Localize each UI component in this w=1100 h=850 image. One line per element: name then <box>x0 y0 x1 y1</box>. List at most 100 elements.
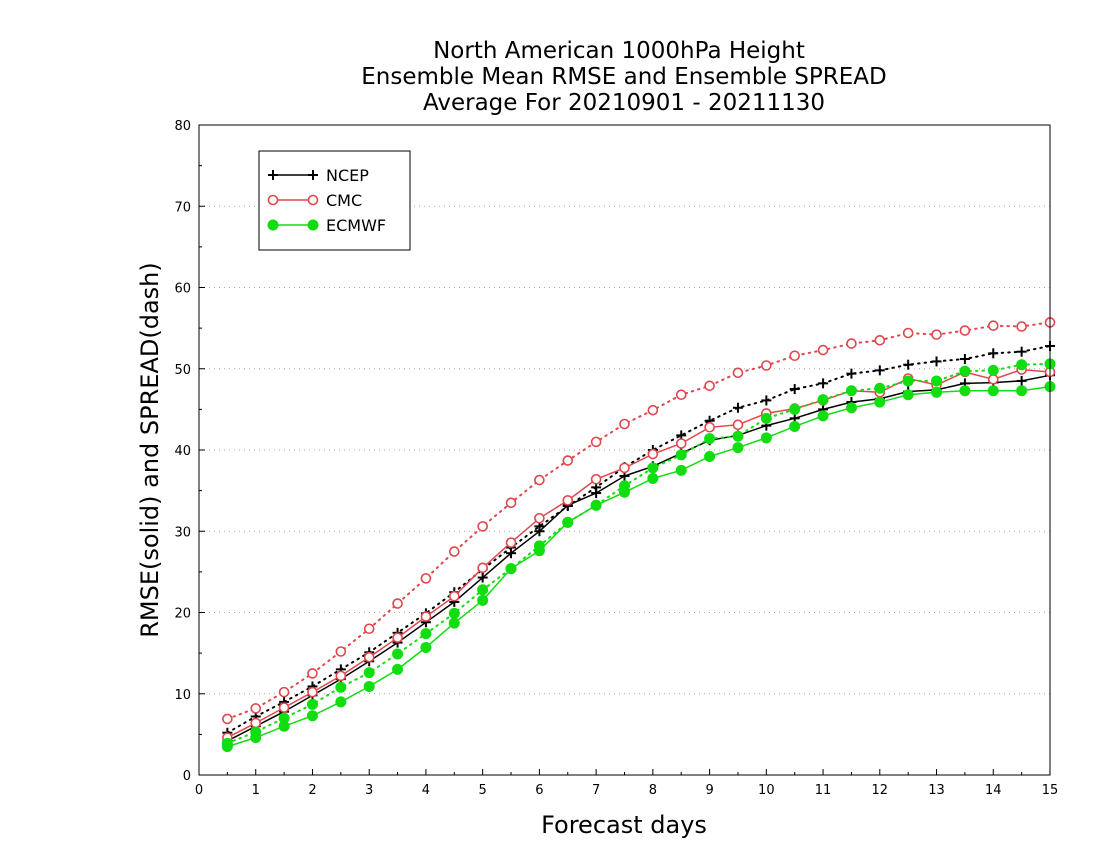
cmc-spread-point <box>1016 321 1027 332</box>
ecmwf-rmse-point <box>732 442 744 454</box>
ncep-spread-point <box>1016 346 1027 357</box>
ecmwf-rmse-point <box>533 545 545 557</box>
ecmwf-rmse-point <box>335 696 347 708</box>
cmc-rmse-point <box>278 702 290 713</box>
ecmwf-spread-point <box>335 681 347 693</box>
cmc-spread-point <box>874 335 886 346</box>
ncep-spread-point <box>874 365 885 376</box>
legend-entry-ecmwf: ECMWF <box>267 216 386 235</box>
legend-label: ECMWF <box>326 216 386 235</box>
legend-entry-cmc: CMC <box>267 191 362 210</box>
ecmwf-rmse-point <box>505 563 517 575</box>
cmc-rmse-point <box>477 562 488 574</box>
legend-marker <box>308 170 318 180</box>
legend-marker <box>307 194 319 206</box>
cmc-rmse-point <box>619 462 630 474</box>
ncep-spread-point <box>732 402 743 413</box>
ecmwf-spread-point <box>902 375 914 387</box>
cmc-rmse-point <box>675 438 687 449</box>
ecmwf-spread-point <box>1016 359 1028 371</box>
ecmwf-rmse-point <box>874 396 886 408</box>
ecmwf-rmse-point <box>817 410 829 422</box>
x-tick-label: 8 <box>649 783 657 798</box>
cmc-rmse-point <box>250 717 262 729</box>
x-tick-label: 13 <box>928 783 945 798</box>
ecmwf-rmse-point <box>562 516 574 528</box>
cmc-spread-point <box>448 546 460 557</box>
ecmwf-rmse-point <box>221 741 233 753</box>
ecmwf-rmse-point <box>760 432 772 444</box>
title-line-2: Ensemble Mean RMSE and Ensemble SPREAD <box>361 64 886 90</box>
ecmwf-rmse-point <box>704 451 716 462</box>
ncep-spread-point <box>959 354 970 364</box>
ecmwf-spread-point <box>817 394 829 406</box>
cmc-rmse-point <box>647 448 659 460</box>
ecmwf-rmse-point <box>675 464 687 476</box>
y-tick-label: 50 <box>174 363 191 378</box>
cmc-rmse-point <box>392 632 403 643</box>
x-tick-label: 7 <box>592 783 600 798</box>
ncep-rmse-point <box>506 548 517 559</box>
cmc-spread-point <box>789 350 801 362</box>
legend-marker <box>267 219 279 231</box>
x-tick-label: 10 <box>758 783 775 798</box>
ncep-spread-point <box>931 356 942 367</box>
cmc-spread-point <box>222 713 233 725</box>
cmc-rmse-point <box>335 670 347 682</box>
cmc-spread-point <box>335 646 347 657</box>
ecmwf-spread-point <box>477 584 489 596</box>
x-tick-label: 12 <box>872 783 889 798</box>
cmc-spread-point <box>817 344 829 356</box>
cmc-rmse-point <box>987 374 999 385</box>
ecmwf-spread-point <box>675 449 687 461</box>
series-ecmwf <box>221 358 1056 753</box>
ecmwf-rmse-point <box>959 385 971 397</box>
ecmwf-spread-point <box>448 607 460 619</box>
cmc-rmse-point <box>363 651 375 663</box>
y-tick-label: 80 <box>174 119 191 134</box>
y-tick-label: 70 <box>174 200 191 215</box>
x-axis-ticks: 0 1 2 3 4 5 6 7 8 9 10 11 12 13 14 15 <box>195 769 1058 798</box>
cmc-spread-point <box>590 436 602 448</box>
x-tick-label: 6 <box>535 783 543 798</box>
ecmwf-rmse-point <box>987 385 999 397</box>
ncep-spread-point <box>988 348 999 359</box>
ecmwf-rmse-point <box>420 641 432 653</box>
cmc-spread-point <box>761 360 772 371</box>
legend-label: CMC <box>326 191 362 210</box>
ecmwf-rmse-point <box>1016 385 1028 397</box>
cmc-rmse-point <box>534 512 545 524</box>
x-tick-label: 5 <box>479 783 487 798</box>
ecmwf-rmse-point <box>590 499 602 511</box>
title-line-3: Average For 20210901 - 20211130 <box>423 90 825 116</box>
ncep-spread-point <box>903 359 914 370</box>
ecmwf-rmse-point <box>477 594 489 606</box>
cmc-rmse-point <box>704 421 715 433</box>
cmc-rmse-point <box>505 537 517 548</box>
legend: NCEP CMC ECMWF <box>258 150 411 251</box>
ecmwf-spread-point <box>420 628 432 640</box>
cmc-spread-point <box>619 418 630 430</box>
x-tick-label: 15 <box>1042 783 1059 798</box>
ecmwf-rmse-point <box>789 420 801 432</box>
ecmwf-rmse-point <box>278 720 290 732</box>
x-tick-label: 14 <box>985 783 1002 798</box>
x-tick-label: 1 <box>252 783 260 798</box>
y-tick-label: 0 <box>183 769 191 784</box>
ecmwf-spread-point <box>931 375 943 387</box>
ecmwf-spread-point <box>987 364 999 376</box>
ncep-rmse-point <box>477 572 488 583</box>
y-tick-label: 10 <box>174 688 191 703</box>
cmc-spread-point <box>420 573 432 584</box>
ecmwf-spread-point <box>760 412 772 424</box>
cmc-spread-point <box>278 686 290 698</box>
cmc-spread-point <box>704 380 715 392</box>
cmc-rmse-point <box>448 590 460 602</box>
ecmwf-spread-point <box>704 433 716 445</box>
ncep-spread-point <box>846 368 857 379</box>
ecmwf-spread-point <box>789 403 801 415</box>
cmc-spread-point <box>931 329 942 340</box>
cmc-spread-point <box>250 703 262 714</box>
